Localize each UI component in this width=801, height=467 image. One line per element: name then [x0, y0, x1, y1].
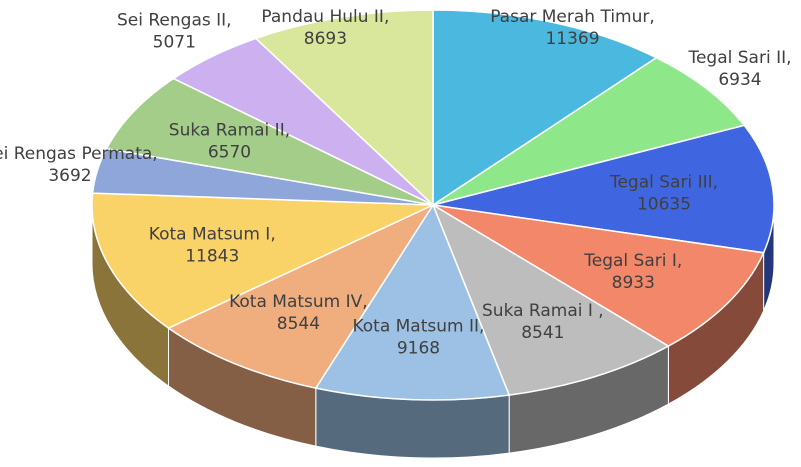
data-label-value: 5071 [153, 32, 196, 52]
data-label-name: Tegal Sari II, [687, 48, 791, 68]
data-label-value: 6934 [718, 70, 761, 90]
data-label-name: Sei Rengas II, [117, 10, 232, 30]
slice [432, 9, 658, 207]
data-label-value: 8541 [521, 323, 564, 343]
slice [91, 192, 434, 329]
data-label-name: Sei Rengas Permata, [0, 144, 158, 164]
data-label-value: 10635 [637, 195, 691, 215]
slice [432, 124, 775, 254]
data-label-value: 9168 [397, 338, 440, 358]
data-label-value: 3692 [48, 166, 91, 186]
data-label-name: Suka Ramai II, [169, 120, 290, 140]
data-label-value: 8933 [612, 273, 655, 293]
data-label-name: Tegal Sari I, [583, 251, 682, 271]
data-label-name: Kota Matsum I, [149, 225, 276, 245]
slice [314, 203, 511, 401]
slice [167, 203, 436, 389]
slice [432, 204, 765, 347]
data-label-name: Pandau Hulu II, [261, 7, 389, 27]
slice [432, 56, 746, 206]
data-label-name: Kota Matsum II, [352, 316, 484, 336]
data-label-name: Tegal Sari III, [609, 173, 718, 193]
data-label-value: 11843 [185, 247, 239, 267]
data-label-name: Kota Matsum IV, [229, 292, 368, 312]
slice [105, 77, 434, 206]
data-label-value: 8544 [277, 314, 320, 334]
slice [431, 203, 670, 396]
data-label-value: 6570 [208, 142, 251, 162]
data-label-name: Suka Ramai I , [482, 301, 604, 321]
slice [254, 9, 434, 207]
data-label-name: Pasar Merah Timur, [490, 7, 655, 27]
data-label-value: 11369 [545, 29, 599, 49]
data-label-value: 8693 [304, 29, 347, 49]
